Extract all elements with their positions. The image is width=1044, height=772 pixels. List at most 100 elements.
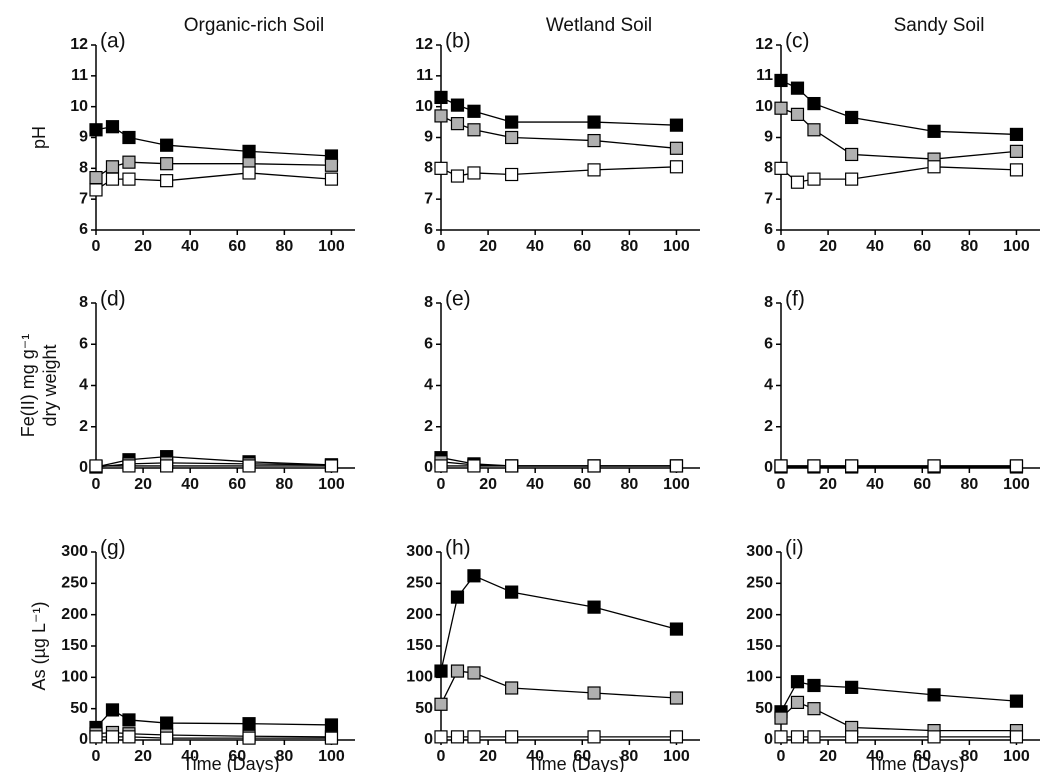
y-axis-label: As (µg L⁻¹) xyxy=(29,602,49,691)
data-point xyxy=(434,730,448,744)
x-tick-label: 40 xyxy=(181,748,199,765)
y-tick-label: 11 xyxy=(71,67,88,84)
x-axis-label: Time (Days) xyxy=(182,754,279,772)
y-tick-label: 50 xyxy=(755,700,773,717)
data-point xyxy=(160,731,174,745)
data-point xyxy=(450,169,465,183)
y-tick-label: 6 xyxy=(424,335,433,352)
y-tick-label: 12 xyxy=(755,36,773,53)
data-point xyxy=(467,123,481,137)
x-tick-label: 80 xyxy=(275,238,293,255)
x-tick-label: 60 xyxy=(228,748,246,765)
y-axis-label: dry weight xyxy=(40,344,60,426)
data-point xyxy=(790,81,805,95)
data-point xyxy=(450,117,465,131)
data-point xyxy=(105,730,120,744)
x-tick-label: 20 xyxy=(819,748,837,765)
y-tick-label: 9 xyxy=(424,129,433,146)
data-point xyxy=(845,172,859,186)
data-point xyxy=(790,695,805,710)
y-tick-label: 7 xyxy=(79,190,88,207)
data-point xyxy=(1009,730,1024,744)
x-tick-label: 40 xyxy=(866,748,884,765)
data-point xyxy=(160,459,174,473)
y-tick-label: 250 xyxy=(746,575,773,592)
y-tick-label: 7 xyxy=(764,190,773,207)
data-point xyxy=(450,730,465,744)
data-point xyxy=(122,155,136,169)
y-tick-label: 150 xyxy=(406,637,433,654)
x-tick-label: 20 xyxy=(479,748,497,765)
y-tick-label: 200 xyxy=(746,606,773,623)
y-tick-label: 50 xyxy=(70,700,88,717)
x-tick-label: 60 xyxy=(573,748,591,765)
y-tick-label: 300 xyxy=(746,543,773,560)
y-tick-label: 250 xyxy=(406,575,433,592)
data-point xyxy=(587,730,601,744)
data-point xyxy=(845,459,859,473)
y-tick-label: 200 xyxy=(406,606,433,623)
data-point xyxy=(105,120,120,134)
panel-label: (i) xyxy=(785,537,804,560)
x-tick-label: 20 xyxy=(819,238,837,255)
data-point xyxy=(89,123,103,137)
data-point xyxy=(669,691,684,705)
x-tick-label: 0 xyxy=(777,476,786,493)
data-point xyxy=(105,160,120,174)
y-tick-label: 2 xyxy=(424,418,433,435)
x-tick-label: 60 xyxy=(228,238,246,255)
data-point xyxy=(774,73,788,88)
x-tick-label: 60 xyxy=(913,748,931,765)
x-tick-label: 20 xyxy=(134,238,152,255)
x-tick-label: 20 xyxy=(479,476,497,493)
panel-label: (c) xyxy=(785,30,810,53)
x-tick-label: 0 xyxy=(437,238,446,255)
data-point xyxy=(790,175,805,189)
panel-label: (a) xyxy=(100,30,126,53)
data-point xyxy=(242,459,256,473)
data-point xyxy=(669,459,684,473)
x-tick-label: 80 xyxy=(960,748,978,765)
y-tick-label: 150 xyxy=(746,637,773,654)
data-point xyxy=(774,730,788,744)
data-point xyxy=(1009,144,1024,158)
y-tick-label: 12 xyxy=(415,36,433,53)
y-tick-label: 0 xyxy=(79,731,88,748)
data-point xyxy=(669,622,684,636)
y-tick-label: 0 xyxy=(79,459,88,476)
y-tick-label: 2 xyxy=(764,418,773,435)
panel-label: (d) xyxy=(100,288,126,311)
data-point xyxy=(669,160,684,174)
data-point xyxy=(434,459,448,473)
data-point xyxy=(89,183,103,197)
data-point xyxy=(587,686,601,700)
data-point xyxy=(467,459,481,473)
column-title: Wetland Soil xyxy=(546,15,652,36)
data-point xyxy=(587,163,601,177)
data-point xyxy=(927,688,941,702)
data-point xyxy=(505,585,519,599)
data-point xyxy=(89,730,103,744)
y-tick-label: 6 xyxy=(424,221,433,238)
x-tick-label: 40 xyxy=(181,476,199,493)
data-point xyxy=(845,730,859,744)
x-tick-label: 100 xyxy=(1003,748,1030,765)
panel-label: (e) xyxy=(445,288,471,311)
x-tick-label: 100 xyxy=(663,476,690,493)
data-point xyxy=(1009,694,1024,708)
y-tick-label: 0 xyxy=(764,731,773,748)
x-tick-label: 60 xyxy=(913,238,931,255)
data-point xyxy=(669,141,684,155)
y-tick-label: 300 xyxy=(61,543,88,560)
x-tick-label: 100 xyxy=(318,748,345,765)
x-tick-label: 100 xyxy=(1003,476,1030,493)
data-point xyxy=(807,459,821,473)
x-tick-label: 100 xyxy=(318,476,345,493)
data-point xyxy=(790,675,805,689)
data-point xyxy=(587,600,601,614)
y-tick-label: 6 xyxy=(764,335,773,352)
y-tick-label: 100 xyxy=(406,669,433,686)
data-point xyxy=(774,711,788,725)
x-tick-label: 0 xyxy=(777,238,786,255)
data-point xyxy=(122,459,136,473)
